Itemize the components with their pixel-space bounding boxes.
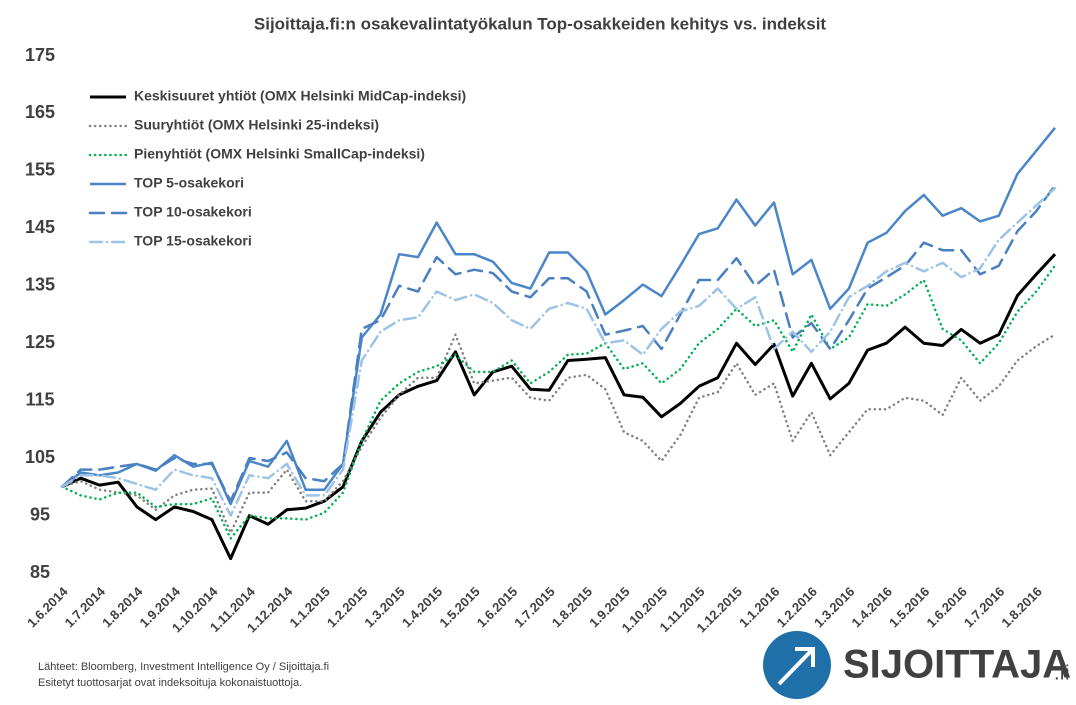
series-line: [60, 264, 1057, 540]
legend-label: Pienyhtiöt (OMX Helsinki SmallCap-indeks…: [134, 146, 425, 162]
y-tick-label: 165: [25, 102, 55, 122]
series-line: [60, 186, 1057, 517]
x-tick-label: 1.4.2016: [849, 584, 895, 630]
x-tick-label: 1.6.2015: [474, 584, 520, 630]
series-line: [60, 184, 1057, 503]
legend-label: Keskisuuret yhtiöt (OMX Helsinki MidCap-…: [134, 88, 466, 104]
legend-label: Suuryhtiöt (OMX Helsinki 25-indeksi): [134, 117, 379, 133]
x-tick-label: 1.6.2016: [923, 584, 969, 630]
x-tick-label: 1.4.2015: [399, 584, 445, 630]
x-tick-label: 1.1.2016: [736, 584, 782, 630]
logo-arrow: [777, 648, 814, 686]
logo-arrow-head: [795, 647, 815, 667]
x-tick-label: 1.2.2015: [324, 584, 370, 630]
series-line: [61, 253, 1057, 561]
x-tick-label: 1.1.2015: [286, 584, 332, 630]
return-note: Esitetyt tuottosarjat ovat indeksoituja …: [38, 677, 302, 689]
x-tick-label: 1.7.2015: [511, 584, 557, 630]
x-tick-label: 1.3.2015: [361, 584, 407, 630]
x-tick-label: 1.5.2016: [886, 584, 932, 630]
logo-text: SIJOITTAJA: [843, 643, 1071, 687]
legend-label: TOP 5-osakekori: [134, 175, 244, 191]
y-tick-label: 125: [25, 332, 55, 352]
series-line: [60, 333, 1057, 535]
y-tick-label: 145: [25, 217, 55, 237]
y-tick-label: 155: [25, 160, 55, 180]
y-tick-label: 135: [25, 275, 55, 295]
y-tick-label: 85: [30, 562, 50, 582]
x-tick-label: 1.3.2016: [811, 584, 857, 630]
logo-suffix: .fi: [1054, 662, 1070, 684]
source-note: Lähteet: Bloomberg, Investment Intellige…: [38, 661, 329, 673]
y-tick-label: 95: [30, 504, 50, 524]
chart-title: Sijoittaja.fi:n osakevalintatyökalun Top…: [254, 14, 827, 33]
y-tick-label: 105: [25, 447, 55, 467]
logo: SIJOITTAJA .fi: [763, 631, 1071, 699]
legend-label: TOP 10-osakekori: [134, 204, 252, 220]
x-tick-label: 1.2.2016: [774, 584, 820, 630]
x-tick-label: 1.8.2015: [549, 584, 595, 630]
x-tick-label: 1.7.2016: [961, 584, 1007, 630]
legend-label: TOP 15-osakekori: [134, 233, 252, 249]
y-tick-label: 175: [25, 45, 55, 65]
x-tick-label: 1.5.2015: [436, 584, 482, 630]
y-tick-label: 115: [25, 389, 54, 409]
x-tick-label: 1.8.2016: [998, 584, 1044, 630]
